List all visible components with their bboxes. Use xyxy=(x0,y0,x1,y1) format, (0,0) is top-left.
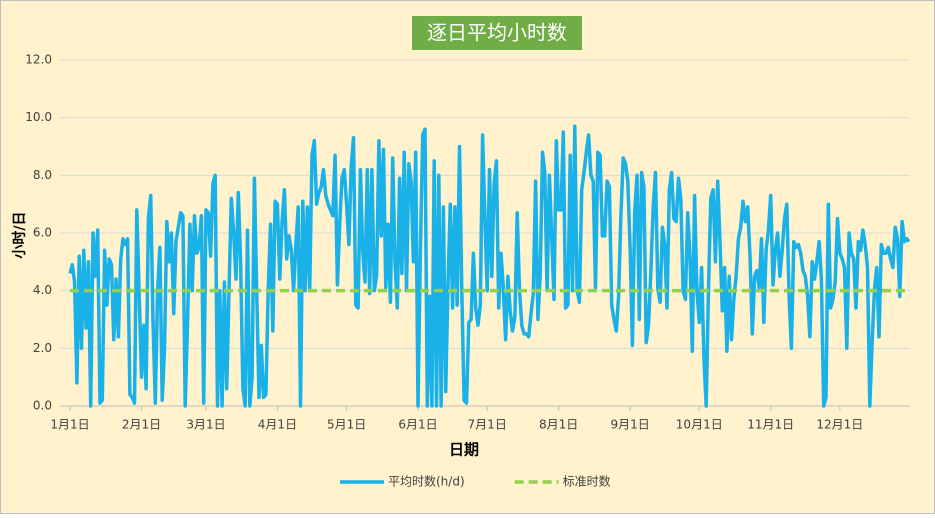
y-tick-label: 8.0 xyxy=(33,168,52,182)
x-tick-label: 3月1日 xyxy=(186,418,225,432)
x-tick-label: 8月1日 xyxy=(539,418,578,432)
title-box xyxy=(412,16,582,50)
x-tick-label: 1月1日 xyxy=(50,418,89,432)
y-tick-label: 10.0 xyxy=(25,110,52,124)
legend-label: 标准时数 xyxy=(563,474,611,489)
x-tick-label: 11月1日 xyxy=(747,418,794,432)
data-line xyxy=(68,124,911,408)
y-tick-label: 6.0 xyxy=(33,226,52,240)
x-tick-label: 10月1日 xyxy=(676,418,723,432)
x-axis-title: 日期 xyxy=(449,441,479,459)
x-tick-label: 7月1日 xyxy=(468,418,507,432)
legend-label: 平均时数(h/d) xyxy=(388,474,465,489)
y-tick-label: 4.0 xyxy=(33,283,52,297)
y-tick-label: 0.0 xyxy=(33,399,52,413)
x-tick-label: 4月1日 xyxy=(258,418,297,432)
x-tick-label: 2月1日 xyxy=(122,418,161,432)
x-tick-label: 12月1日 xyxy=(816,418,863,432)
chart-title: 逐日平均小时数 xyxy=(427,21,567,45)
x-tick-label: 5月1日 xyxy=(327,418,366,432)
y-tick-label: 2.0 xyxy=(33,341,52,355)
y-axis-title: 小时/日 xyxy=(11,211,28,258)
y-tick-label: 12.0 xyxy=(25,53,52,67)
x-tick-label: 9月1日 xyxy=(610,418,649,432)
x-tick-label: 6月1日 xyxy=(398,418,437,432)
